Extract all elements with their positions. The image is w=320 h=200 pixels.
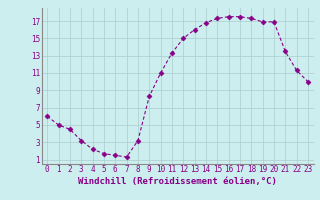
X-axis label: Windchill (Refroidissement éolien,°C): Windchill (Refroidissement éolien,°C) (78, 177, 277, 186)
